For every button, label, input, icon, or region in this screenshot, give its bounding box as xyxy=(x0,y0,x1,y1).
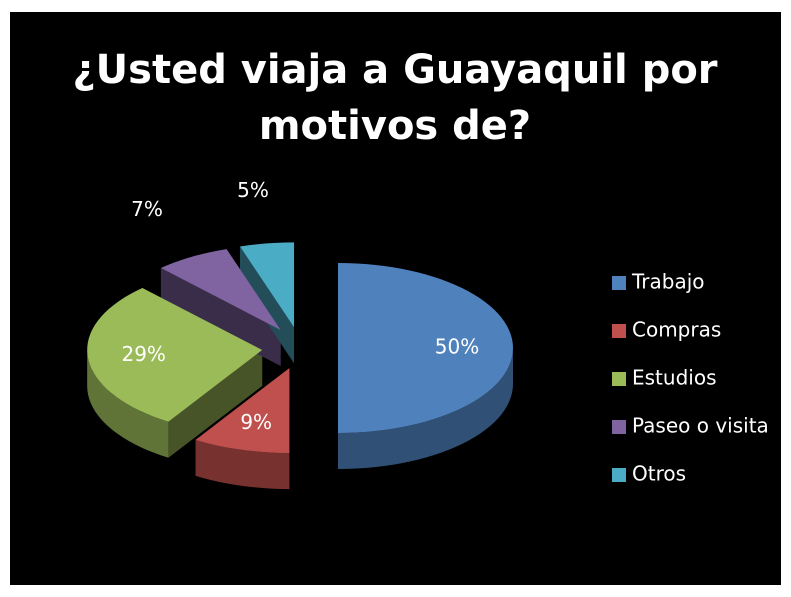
slice-side xyxy=(160,268,281,367)
slice xyxy=(195,368,290,454)
legend-label: Otros xyxy=(632,462,686,486)
slice-side xyxy=(195,439,290,490)
slice-side xyxy=(239,246,295,364)
legend-marker xyxy=(612,468,626,482)
data-label: 29% xyxy=(121,342,165,366)
legend-marker xyxy=(612,420,626,434)
legend-label: Estudios xyxy=(632,366,716,390)
slice xyxy=(338,263,513,433)
slice-side xyxy=(87,349,169,458)
legend-marker xyxy=(612,372,626,386)
legend-marker xyxy=(612,276,626,290)
data-label: 7% xyxy=(131,197,163,221)
slice-side xyxy=(338,348,513,469)
data-label: 5% xyxy=(237,178,269,202)
slice-side xyxy=(168,349,263,458)
slice xyxy=(87,288,263,422)
legend-label: Paseo o visita xyxy=(632,414,769,438)
chart-title: ¿Usted viaja a Guayaquil por motivos de? xyxy=(72,47,718,149)
legend-label: Trabajo xyxy=(631,270,705,294)
legend-label: Compras xyxy=(632,318,721,342)
slice xyxy=(160,249,281,331)
slice xyxy=(239,242,295,328)
legend-marker xyxy=(612,324,626,338)
data-label: 9% xyxy=(240,410,272,434)
data-label: 50% xyxy=(435,335,479,359)
